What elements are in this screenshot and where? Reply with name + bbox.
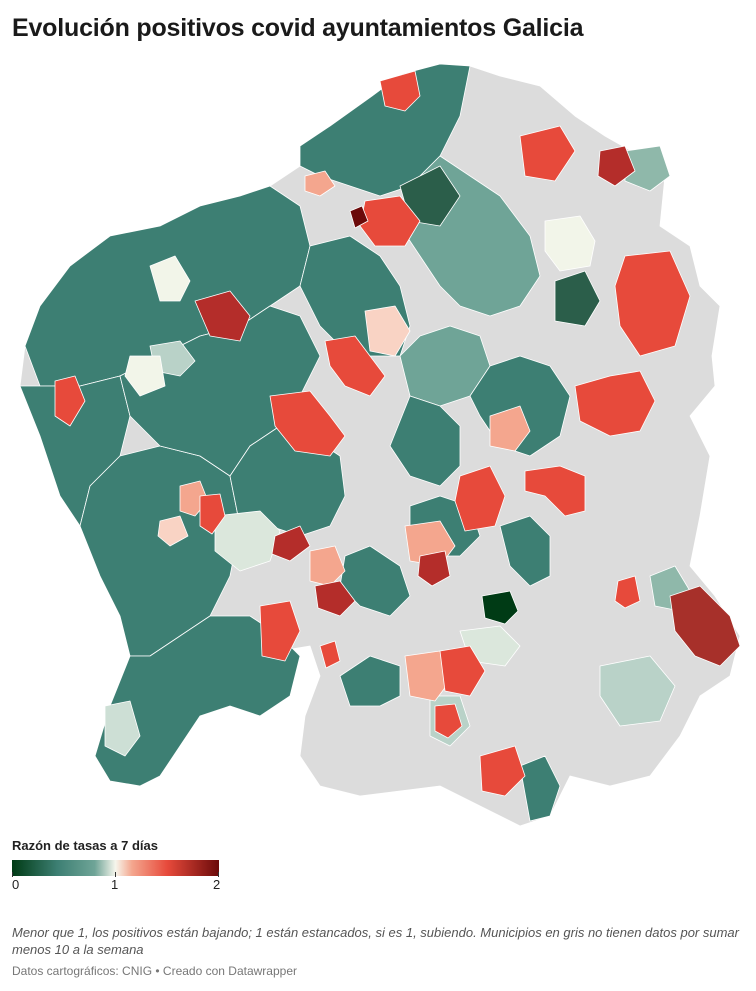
- legend-color-ramp: [12, 860, 219, 876]
- bande-red: [479, 745, 526, 797]
- baixa-limia: [519, 755, 561, 822]
- betanzos-darkred: [349, 205, 369, 229]
- xunqueira-dark: [481, 590, 519, 625]
- legend-title: Razón de tasas a 7 días: [12, 838, 158, 853]
- ordes-red: [194, 290, 251, 342]
- arzua-red: [324, 335, 386, 397]
- viana-darkred: [669, 585, 741, 667]
- page-title: Evolución positivos covid ayuntamientos …: [12, 14, 584, 42]
- bergantinos-pale: [149, 255, 191, 302]
- betanzos-red: [359, 195, 421, 247]
- castro-ribeiras: [554, 270, 601, 327]
- pontevedra-red: [259, 600, 301, 662]
- legend-tick-label-0: 0: [12, 877, 20, 892]
- color-legend: Razón de tasas a 7 días 0 1 2: [12, 838, 252, 892]
- source-credit: Datos cartográficos: CNIG • Creado con D…: [12, 964, 297, 978]
- verin-pale: [599, 655, 676, 727]
- viveiro-red: [519, 125, 576, 182]
- ourense-center-darkred: [417, 550, 451, 587]
- lugo-south-red: [574, 370, 656, 437]
- costa-morte-red: [54, 375, 86, 427]
- lalin-darkred: [271, 525, 311, 562]
- legend-tick-mark-0: [12, 872, 13, 877]
- coast-pontevedra-south: [94, 615, 301, 787]
- quiroga-red: [524, 465, 586, 517]
- allariz-red: [439, 645, 486, 697]
- ortigueira-red: [379, 70, 421, 112]
- ourense-southwest: [339, 655, 401, 707]
- melide-salmon: [364, 305, 411, 357]
- vigo-south-pale: [104, 700, 141, 757]
- vigo-interior-pale: [214, 510, 281, 572]
- description-note: Menor que 1, los positivos están bajando…: [12, 925, 739, 957]
- galicia-municipalities-map: [19, 63, 741, 827]
- ourense-carballino: [499, 515, 551, 587]
- vilagarcia-red: [199, 493, 226, 535]
- monforte-red: [454, 465, 506, 532]
- lugo-chantada: [389, 395, 461, 487]
- legend-tick-mark-2: [218, 872, 219, 877]
- cambados-salmon: [157, 515, 189, 547]
- cortegada-red: [319, 640, 341, 669]
- ribadavia-darkred: [314, 580, 356, 617]
- xinzo-red: [434, 703, 463, 739]
- legend-tick-mark-1: [115, 872, 116, 877]
- lalin-salmon: [309, 545, 346, 587]
- ribadeo-red: [597, 145, 636, 187]
- ferrol-salmon: [304, 170, 336, 197]
- celanova-salmon: [404, 650, 451, 702]
- maceda-red: [614, 575, 641, 609]
- chantada-salmon: [489, 405, 531, 452]
- santiago-pale: [124, 355, 166, 397]
- legend-tick-label-2: 2: [213, 877, 221, 892]
- santiago-red: [269, 390, 346, 457]
- legend-tick-label-1: 1: [111, 877, 119, 892]
- lugo-east-pale: [544, 215, 596, 272]
- fonsagrada-red: [614, 250, 691, 357]
